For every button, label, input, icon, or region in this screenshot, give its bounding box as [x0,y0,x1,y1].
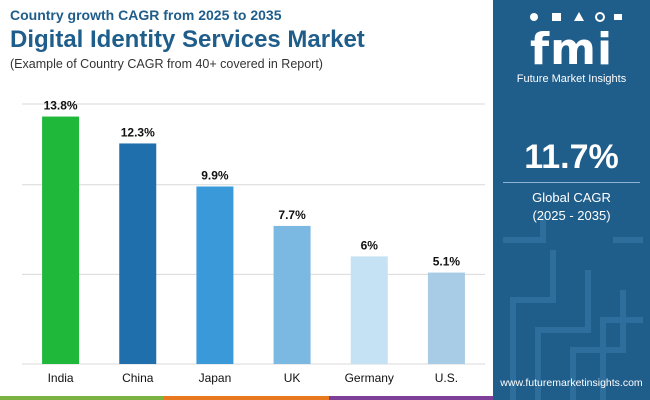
bar-value-label: 6% [361,238,379,252]
global-cagr-label: Global CAGR (2025 - 2035) [493,189,650,225]
strip-segment-orange [164,396,329,400]
summary-panel: fmi Future Market Insights 11.7% Global … [493,0,650,400]
bar [427,272,465,364]
bar [196,186,234,364]
bar-value-label: 9.9% [201,168,229,182]
chart-title: Digital Identity Services Market [10,26,365,53]
bar-value-label: 5.1% [433,255,461,269]
x-tick-label: Japan [199,371,232,385]
bar [273,225,311,364]
bar-value-label: 12.3% [121,125,155,139]
bar [42,116,80,364]
website-link[interactable]: www.futuremarketinsights.com [500,377,643,389]
bar-value-label: 7.7% [278,208,306,222]
bar [119,143,157,364]
logo-subtitle: Future Market Insights [516,73,627,85]
bar-chart: 13.8% India 12.3% China 9.9% Japan 7.7% UK 6% Ger… [22,99,485,385]
x-tick-label: China [122,371,154,385]
chart-header: Country growth CAGR from 2025 to 2035 Di… [10,6,490,72]
bar [350,256,388,364]
x-tick-label: Germany [345,371,394,385]
strip-segment-green [0,396,165,400]
global-cagr-period: (2025 - 2035) [532,208,611,223]
logo-icons [529,12,622,22]
x-tick-label: U.S. [435,371,458,385]
global-cagr-label-text: Global CAGR [532,190,611,205]
chart-subtitle: Country growth CAGR from 2025 to 2035 [10,7,282,23]
panel-divider [503,182,640,183]
global-cagr-value: 11.7% [524,138,619,176]
strip-segment-purple [328,396,493,400]
logo-wordmark: fmi [529,24,614,75]
x-tick-label: UK [284,371,301,385]
bottom-color-strip [0,396,493,400]
bar-value-label: 13.8% [44,99,78,113]
chart-note: (Example of Country CAGR from 40+ covere… [10,57,323,71]
panel-decoration [503,215,643,400]
fmi-logo: fmi Future Market Insights [493,8,650,85]
x-tick-label: India [48,371,74,385]
